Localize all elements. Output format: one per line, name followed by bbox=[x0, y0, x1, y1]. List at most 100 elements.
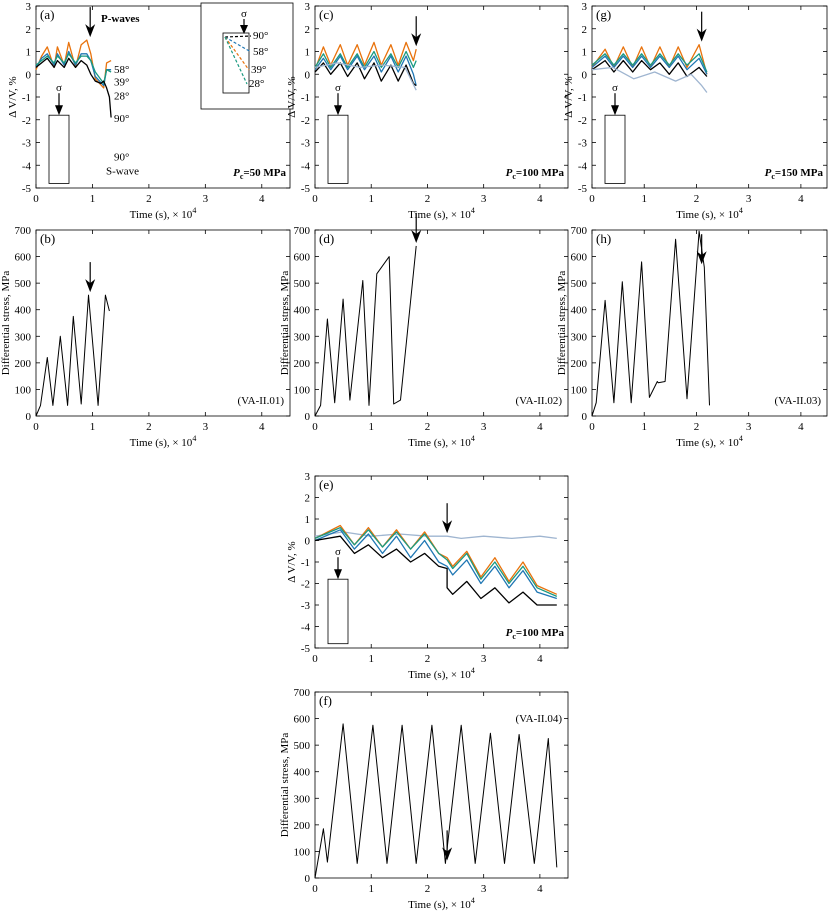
series-line-deg90 bbox=[35, 57, 112, 118]
failure-arrow-head bbox=[85, 24, 96, 38]
x-axis-label: Time (s), × 104 bbox=[676, 434, 743, 449]
x-axis-label: Time (s), × 104 bbox=[130, 434, 197, 449]
y-tick-label: 2 bbox=[26, 24, 32, 36]
load-arrow-head bbox=[334, 569, 342, 580]
inset-ray bbox=[224, 36, 250, 71]
panel-label: (a) bbox=[40, 7, 54, 22]
x-tick-label: 2 bbox=[425, 653, 431, 665]
axes-frame bbox=[314, 475, 569, 649]
series-line-deg39 bbox=[314, 524, 558, 595]
y-axis-label: Δ V/V, % bbox=[563, 76, 575, 117]
inset-angle-label: 28° bbox=[249, 78, 264, 90]
y-tick-label: 3 bbox=[305, 471, 311, 483]
panel-d: 0 1 2 3 4 0 100 200 300 400 500 600 700 Time (s), × 1… bbox=[279, 212, 569, 449]
y-tick-label: 0 bbox=[26, 69, 32, 81]
y-tick-label: 0 bbox=[582, 411, 588, 423]
annotation-text: P-waves bbox=[101, 13, 140, 25]
y-tick-label: -2 bbox=[301, 579, 310, 591]
series-line-deg58 bbox=[314, 529, 558, 600]
y-tick-label: 200 bbox=[294, 358, 311, 370]
x-tick-label: 0 bbox=[312, 653, 318, 665]
x-tick-label: 3 bbox=[203, 193, 209, 205]
y-tick-label: 400 bbox=[15, 305, 32, 317]
y-tick-label: 300 bbox=[571, 331, 588, 343]
y-tick-label: -1 bbox=[578, 92, 587, 104]
y-tick-label: 0 bbox=[305, 69, 311, 81]
sample-sketch bbox=[327, 578, 349, 645]
y-axis-label: Δ V/V, % bbox=[286, 541, 298, 582]
axes-frame bbox=[35, 229, 291, 417]
x-axis-label: Time (s), × 104 bbox=[408, 896, 475, 911]
panel-label: (h) bbox=[596, 231, 611, 246]
panel-a: 0 1 2 3 4 -5 -4 -3 -2 -1 0 1 2 3 Time (s), × 104 Δ V/V,… bbox=[7, 1, 294, 221]
inset-arrow-head bbox=[240, 25, 248, 34]
x-tick-label: 4 bbox=[259, 421, 265, 433]
y-tick-label: 300 bbox=[294, 793, 311, 805]
panel-label: (c) bbox=[319, 7, 333, 22]
x-tick-label: 3 bbox=[481, 421, 487, 433]
axes-frame bbox=[591, 229, 828, 417]
y-tick-label: 1 bbox=[582, 47, 588, 59]
x-tick-label: 4 bbox=[537, 653, 543, 665]
y-tick-label: -5 bbox=[578, 183, 588, 195]
sigma-symbol: σ bbox=[335, 546, 341, 558]
sample-id: (VA-II.02) bbox=[515, 395, 562, 407]
y-tick-label: 700 bbox=[571, 225, 588, 237]
x-tick-label: 4 bbox=[798, 193, 804, 205]
x-tick-label: 1 bbox=[90, 193, 96, 205]
y-tick-label: -3 bbox=[578, 138, 588, 150]
y-axis-label: Differential stress, MPa bbox=[279, 733, 291, 838]
panel-h: 0 1 2 3 4 0 100 200 300 400 500 600 700 Time (s), × 1… bbox=[556, 225, 828, 449]
sample-id: (VA-II.04) bbox=[515, 713, 562, 725]
series-line-deg28 bbox=[35, 53, 112, 85]
load-arrow-head bbox=[55, 105, 63, 116]
y-tick-label: 2 bbox=[305, 493, 311, 505]
series-line-swave bbox=[591, 66, 708, 93]
x-tick-label: 2 bbox=[694, 421, 700, 433]
x-tick-label: 0 bbox=[312, 421, 318, 433]
y-tick-label: 0 bbox=[582, 69, 588, 81]
y-tick-label: 3 bbox=[26, 1, 32, 13]
x-tick-label: 2 bbox=[694, 193, 700, 205]
confining-pressure-label: Pc=50 MPa bbox=[233, 167, 286, 181]
y-tick-label: 100 bbox=[294, 384, 311, 396]
panel-label: (b) bbox=[40, 231, 55, 246]
y-tick-label: 2 bbox=[305, 24, 311, 36]
inset-ray bbox=[224, 36, 252, 53]
x-tick-label: 1 bbox=[368, 193, 374, 205]
x-tick-label: 4 bbox=[537, 193, 543, 205]
inset-sigma: σ bbox=[241, 8, 247, 20]
y-tick-label: -4 bbox=[301, 160, 311, 172]
x-axis-label: Time (s), × 104 bbox=[408, 206, 475, 221]
series-line-swave bbox=[314, 531, 557, 540]
y-tick-label: 2 bbox=[582, 24, 588, 36]
y-tick-label: -1 bbox=[301, 92, 310, 104]
series-line-deg28 bbox=[314, 50, 417, 69]
y-tick-label: 200 bbox=[571, 358, 588, 370]
annotation-text: 28° bbox=[114, 90, 129, 102]
y-tick-label: 300 bbox=[294, 331, 311, 343]
y-tick-label: 1 bbox=[305, 514, 311, 526]
panel-b: 0 1 2 3 4 0 100 200 300 400 500 600 700 Time (s), × 1… bbox=[0, 225, 291, 449]
y-tick-label: 200 bbox=[15, 358, 32, 370]
y-tick-label: -4 bbox=[578, 160, 588, 172]
x-tick-label: 2 bbox=[425, 193, 431, 205]
y-tick-label: 3 bbox=[305, 1, 311, 13]
series-line-deg28 bbox=[591, 53, 708, 73]
y-tick-label: -1 bbox=[301, 557, 310, 569]
series-line-swave bbox=[314, 62, 417, 91]
x-axis-label: Time (s), × 104 bbox=[408, 666, 475, 681]
panel-c: 0 1 2 3 4 -5 -4 -3 -2 -1 0 1 2 3 Time (s), × 104 Δ V/V,… bbox=[286, 1, 569, 221]
failure-arrow-head bbox=[442, 847, 453, 861]
confining-pressure-label: Pc=150 MPa bbox=[765, 167, 824, 181]
y-tick-label: 100 bbox=[294, 846, 311, 858]
y-tick-label: -5 bbox=[22, 183, 32, 195]
inset-sample bbox=[222, 32, 250, 94]
panel-f: 0 1 2 3 4 0 100 200 300 400 500 600 700 Time (s), × 1… bbox=[279, 687, 569, 911]
x-tick-label: 4 bbox=[537, 883, 543, 895]
series-line-deg90 bbox=[591, 230, 710, 417]
y-tick-label: 500 bbox=[15, 278, 32, 290]
y-tick-label: 100 bbox=[571, 384, 588, 396]
y-tick-label: -2 bbox=[578, 115, 587, 127]
